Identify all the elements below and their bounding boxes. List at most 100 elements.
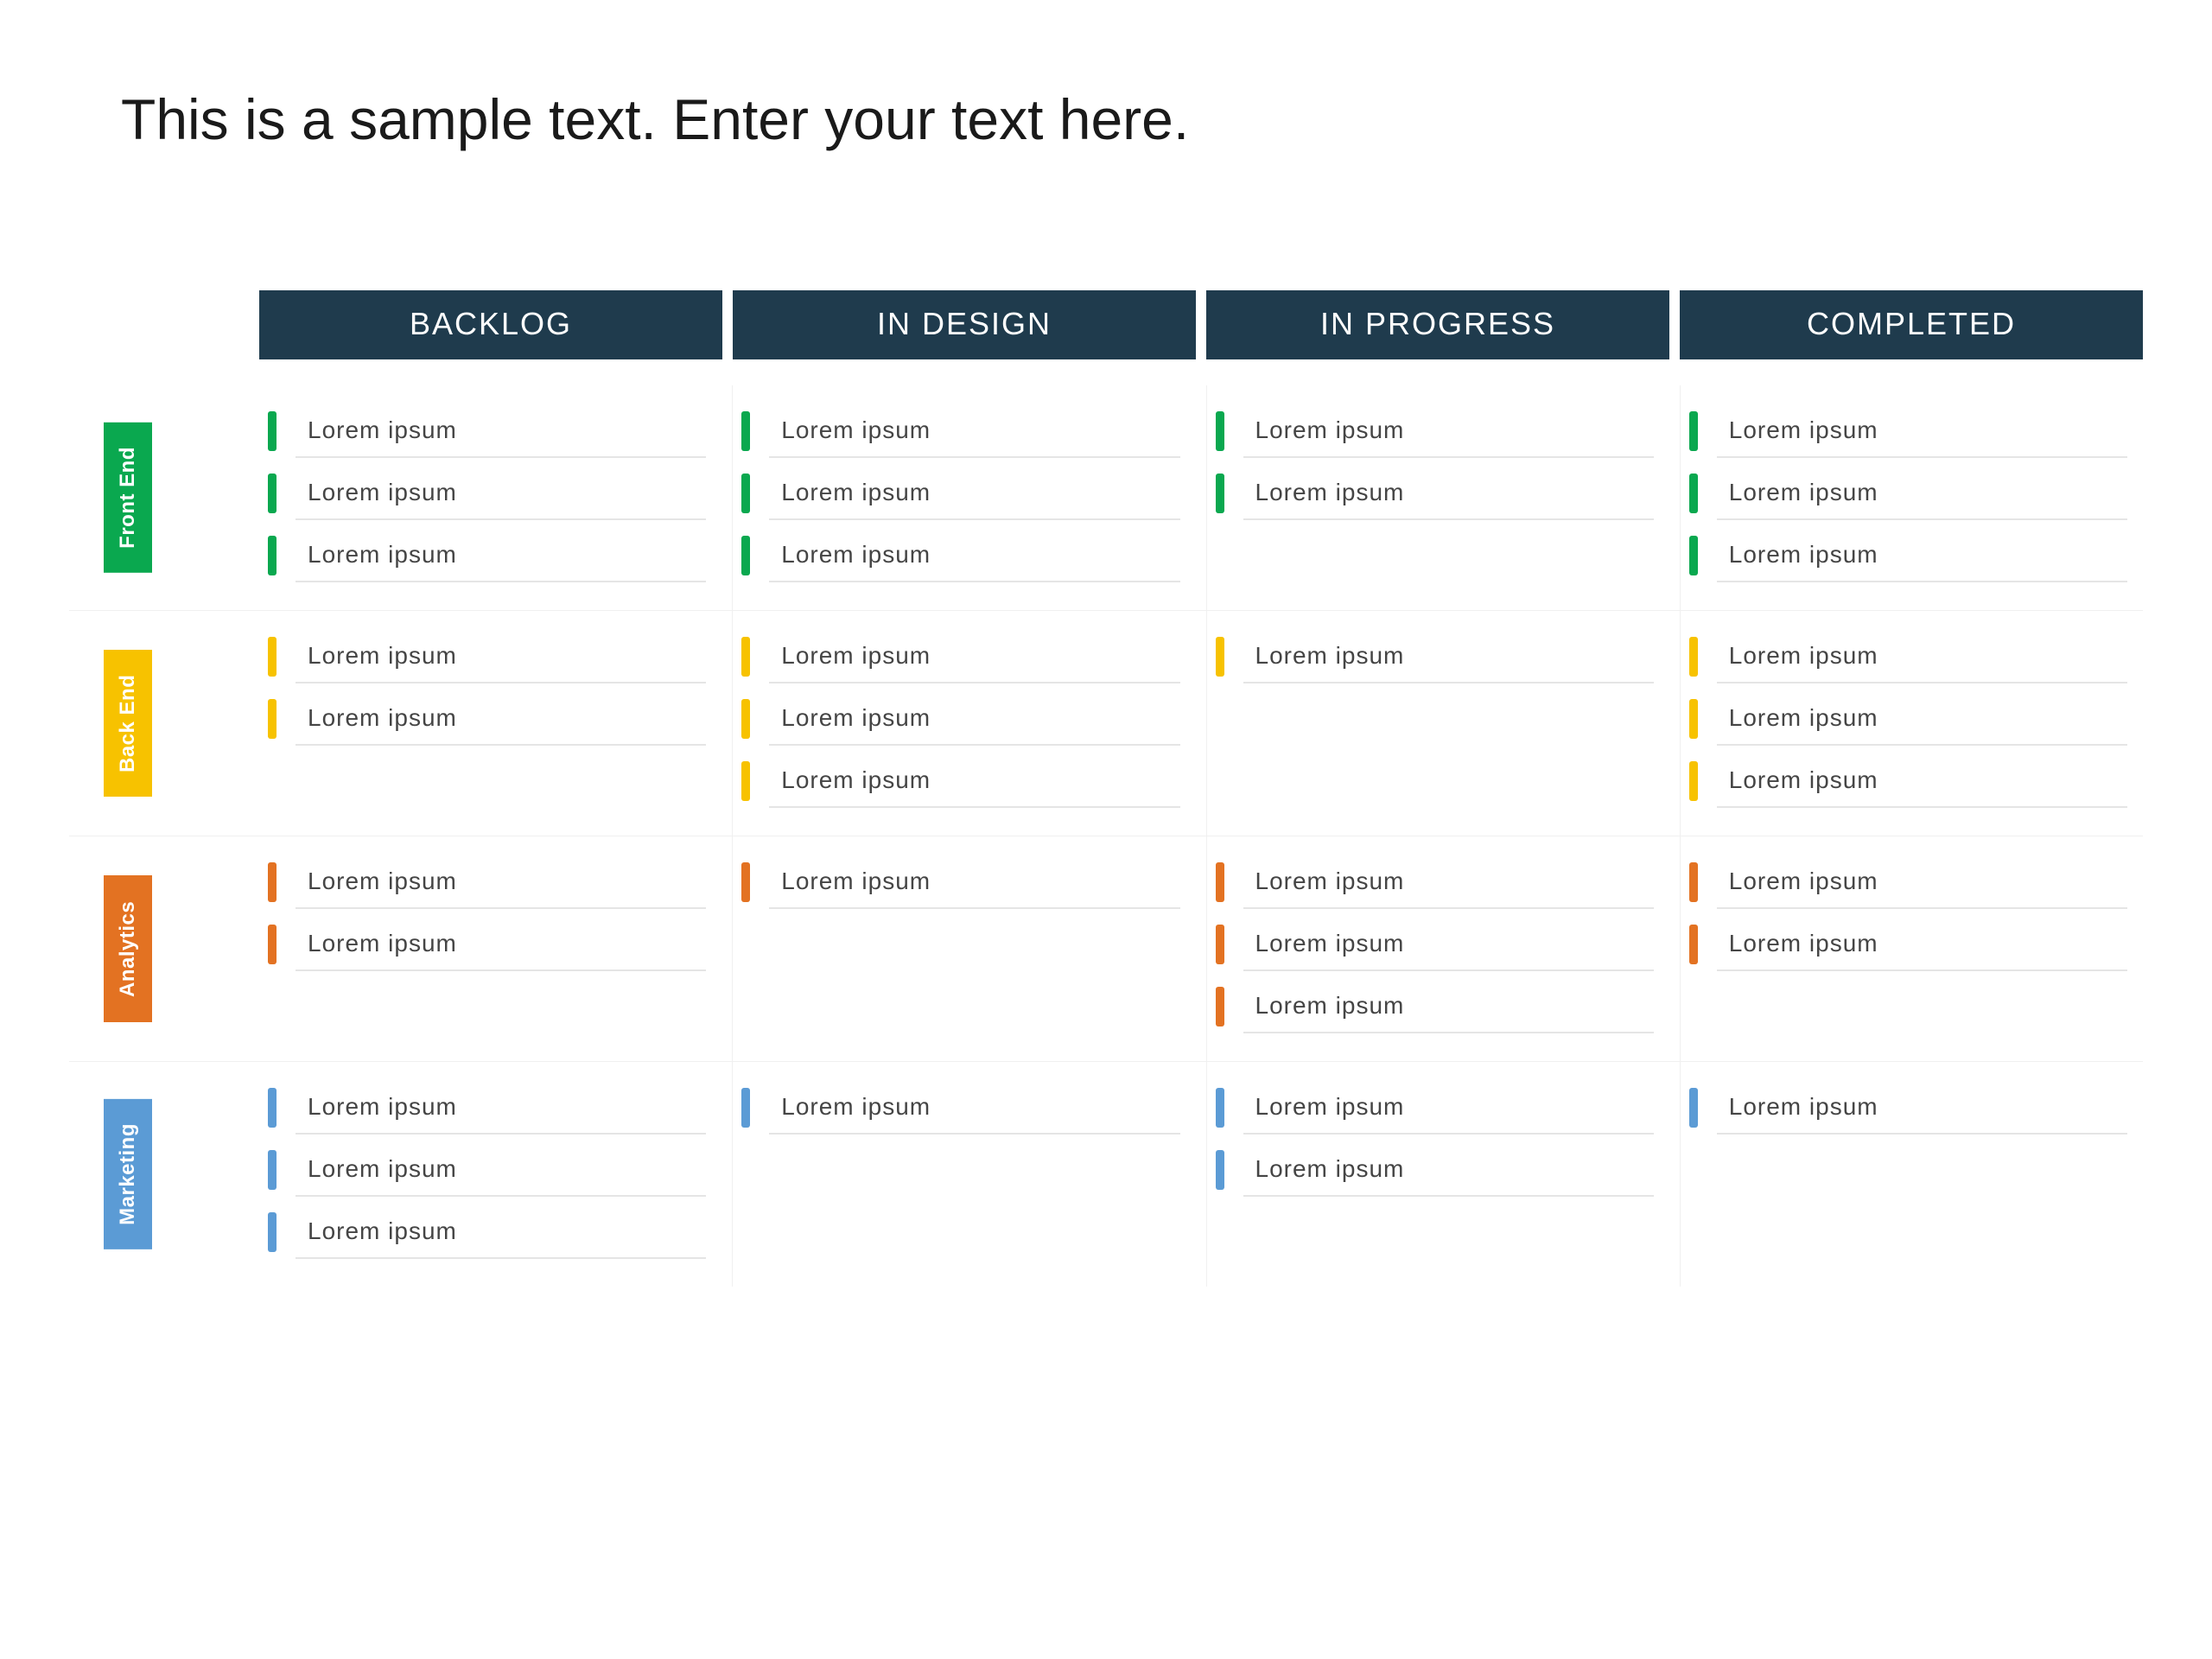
kanban-card[interactable]: Lorem ipsum	[268, 630, 706, 683]
kanban-card[interactable]: Lorem ipsum	[268, 918, 706, 971]
kanban-card[interactable]: Lorem ipsum	[1216, 467, 1654, 520]
card-text: Lorem ipsum	[296, 467, 706, 520]
card-accent	[268, 925, 276, 964]
card-accent	[268, 699, 276, 739]
kanban-card[interactable]: Lorem ipsum	[741, 1081, 1179, 1135]
kanban-card[interactable]: Lorem ipsum	[1216, 1081, 1654, 1135]
card-text: Lorem ipsum	[296, 1205, 706, 1259]
cell-front_end-backlog: Lorem ipsum Lorem ipsum Lorem ipsum	[259, 385, 721, 610]
column-header-backlog: BACKLOG	[259, 290, 722, 359]
kanban-card[interactable]: Lorem ipsum	[741, 630, 1179, 683]
kanban-card[interactable]: Lorem ipsum	[268, 529, 706, 582]
card-accent	[741, 761, 750, 801]
card-accent	[1689, 925, 1698, 964]
card-accent	[741, 411, 750, 451]
lane-columns: Lorem ipsumLorem ipsumLorem ipsumLorem i…	[259, 1062, 2143, 1287]
kanban-card[interactable]: Lorem ipsum	[1689, 855, 2127, 909]
kanban-slide: This is a sample text. Enter your text h…	[0, 0, 2212, 1659]
kanban-card[interactable]: Lorem ipsum	[1216, 1143, 1654, 1197]
kanban-card[interactable]: Lorem ipsum	[741, 754, 1179, 808]
kanban-card[interactable]: Lorem ipsum	[741, 529, 1179, 582]
card-accent	[741, 637, 750, 677]
card-accent	[1216, 987, 1224, 1027]
card-text: Lorem ipsum	[1243, 918, 1654, 971]
kanban-card[interactable]: Lorem ipsum	[268, 1143, 706, 1197]
kanban-card[interactable]: Lorem ipsum	[268, 404, 706, 458]
card-text: Lorem ipsum	[296, 855, 706, 909]
cell-marketing-in_design: Lorem ipsum	[732, 1062, 1195, 1287]
card-text: Lorem ipsum	[1717, 630, 2127, 683]
card-text: Lorem ipsum	[769, 529, 1179, 582]
kanban-card[interactable]: Lorem ipsum	[1689, 467, 2127, 520]
kanban-card[interactable]: Lorem ipsum	[268, 692, 706, 746]
header-spacer	[69, 290, 259, 359]
kanban-card[interactable]: Lorem ipsum	[741, 855, 1179, 909]
card-text: Lorem ipsum	[1717, 529, 2127, 582]
card-text: Lorem ipsum	[1243, 630, 1654, 683]
card-accent	[1216, 411, 1224, 451]
card-accent	[741, 474, 750, 513]
kanban-card[interactable]: Lorem ipsum	[1689, 529, 2127, 582]
cell-analytics-in_progress: Lorem ipsum Lorem ipsum Lorem ipsum	[1206, 836, 1669, 1061]
card-accent	[268, 411, 276, 451]
kanban-card[interactable]: Lorem ipsum	[1216, 630, 1654, 683]
cell-marketing-in_progress: Lorem ipsum Lorem ipsum	[1206, 1062, 1669, 1287]
card-text: Lorem ipsum	[769, 754, 1179, 808]
card-accent	[268, 1088, 276, 1128]
card-text: Lorem ipsum	[1717, 855, 2127, 909]
kanban-card[interactable]: Lorem ipsum	[1689, 1081, 2127, 1135]
kanban-card[interactable]: Lorem ipsum	[741, 692, 1179, 746]
card-text: Lorem ipsum	[296, 404, 706, 458]
kanban-card[interactable]: Lorem ipsum	[1689, 630, 2127, 683]
lane-columns: Lorem ipsumLorem ipsumLorem ipsumLorem i…	[259, 611, 2143, 836]
kanban-card[interactable]: Lorem ipsum	[268, 467, 706, 520]
kanban-card[interactable]: Lorem ipsum	[268, 1205, 706, 1259]
card-accent	[1689, 761, 1698, 801]
card-accent	[741, 1088, 750, 1128]
row-label-cell: Back End	[69, 611, 259, 836]
kanban-card[interactable]: Lorem ipsum	[268, 1081, 706, 1135]
kanban-board: BACKLOGIN DESIGNIN PROGRESSCOMPLETED Fro…	[69, 290, 2143, 1287]
card-text: Lorem ipsum	[769, 404, 1179, 458]
card-text: Lorem ipsum	[296, 1143, 706, 1197]
card-accent	[1216, 925, 1224, 964]
kanban-card[interactable]: Lorem ipsum	[1216, 404, 1654, 458]
kanban-card[interactable]: Lorem ipsum	[1216, 855, 1654, 909]
card-text: Lorem ipsum	[296, 692, 706, 746]
kanban-card[interactable]: Lorem ipsum	[268, 855, 706, 909]
swimlane-back_end: Back EndLorem ipsumLorem ipsumLorem ipsu…	[69, 610, 2143, 836]
card-text: Lorem ipsum	[1717, 1081, 2127, 1135]
card-accent	[268, 536, 276, 575]
card-accent	[268, 1212, 276, 1252]
row-label-back_end: Back End	[104, 650, 152, 797]
kanban-card[interactable]: Lorem ipsum	[1689, 754, 2127, 808]
card-text: Lorem ipsum	[769, 630, 1179, 683]
kanban-card[interactable]: Lorem ipsum	[741, 404, 1179, 458]
card-text: Lorem ipsum	[769, 855, 1179, 909]
kanban-card[interactable]: Lorem ipsum	[1216, 918, 1654, 971]
card-accent	[1216, 1088, 1224, 1128]
card-accent	[1689, 1088, 1698, 1128]
card-text: Lorem ipsum	[1243, 404, 1654, 458]
kanban-card[interactable]: Lorem ipsum	[1689, 692, 2127, 746]
swimlane-analytics: AnalyticsLorem ipsumLorem ipsumLorem ips…	[69, 836, 2143, 1061]
card-accent	[1216, 474, 1224, 513]
card-accent	[268, 474, 276, 513]
cell-front_end-completed: Lorem ipsum Lorem ipsum Lorem ipsum	[1680, 385, 2143, 610]
cell-marketing-backlog: Lorem ipsum Lorem ipsum Lorem ipsum	[259, 1062, 721, 1287]
card-text: Lorem ipsum	[1243, 1143, 1654, 1197]
kanban-card[interactable]: Lorem ipsum	[1689, 918, 2127, 971]
row-label-cell: Front End	[69, 385, 259, 610]
kanban-card[interactable]: Lorem ipsum	[1689, 404, 2127, 458]
card-text: Lorem ipsum	[1717, 467, 2127, 520]
card-accent	[1216, 1150, 1224, 1190]
kanban-card[interactable]: Lorem ipsum	[1216, 980, 1654, 1033]
kanban-card[interactable]: Lorem ipsum	[741, 467, 1179, 520]
card-accent	[1689, 862, 1698, 902]
card-text: Lorem ipsum	[1717, 918, 2127, 971]
card-accent	[1689, 637, 1698, 677]
cell-back_end-backlog: Lorem ipsum Lorem ipsum	[259, 611, 721, 836]
card-accent	[268, 1150, 276, 1190]
cell-analytics-in_design: Lorem ipsum	[732, 836, 1195, 1061]
card-text: Lorem ipsum	[1717, 754, 2127, 808]
